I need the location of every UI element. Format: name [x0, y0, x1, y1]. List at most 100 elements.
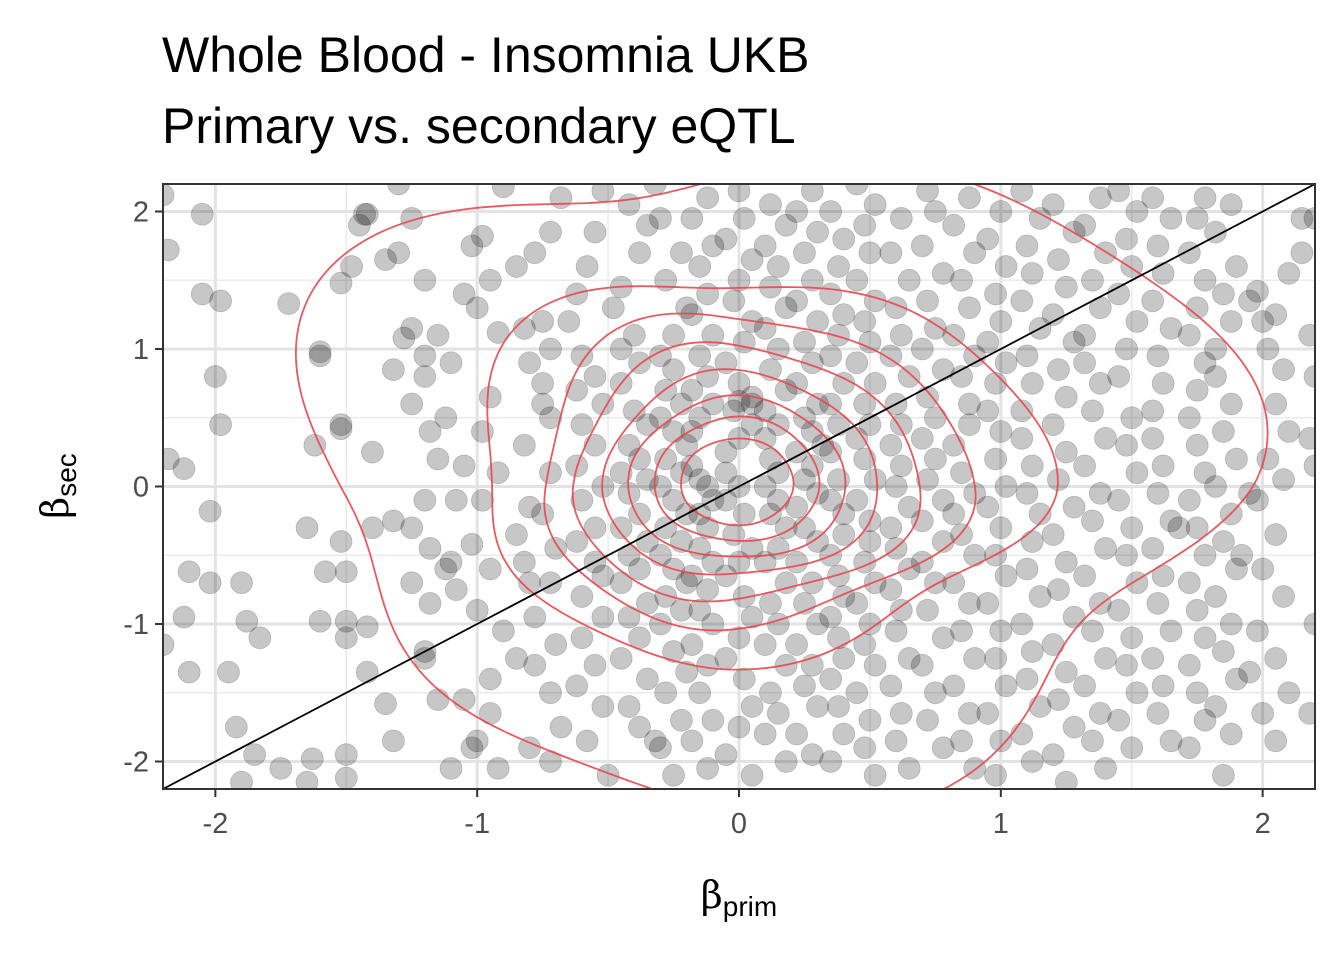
data-point: [897, 756, 921, 780]
data-point: [942, 213, 966, 237]
data-point: [1204, 695, 1227, 718]
data-point: [1054, 660, 1078, 684]
x-tick-label: 2: [1255, 808, 1271, 840]
data-point: [800, 420, 824, 443]
data-point: [1151, 261, 1175, 285]
data-point: [1141, 646, 1165, 670]
data-point: [471, 420, 494, 443]
data-point: [1141, 426, 1165, 450]
data-point: [1141, 186, 1165, 210]
data-point: [994, 564, 1018, 588]
data-point: [950, 365, 973, 388]
data-point: [1107, 282, 1131, 306]
data-point: [217, 660, 240, 684]
data-point: [1115, 653, 1138, 677]
data-point: [753, 316, 777, 340]
data-point: [680, 378, 704, 402]
data-point: [793, 330, 816, 354]
data-point: [628, 502, 651, 526]
data-point: [355, 202, 379, 226]
data-point: [505, 523, 528, 547]
data-point: [806, 530, 829, 553]
data-point: [759, 681, 782, 705]
data-point: [1272, 468, 1295, 492]
data-point: [827, 255, 850, 278]
data-point: [622, 399, 646, 423]
data-point: [1219, 193, 1243, 217]
data-point: [1167, 516, 1191, 540]
x-axis-subscript: prim: [723, 891, 777, 922]
data-point: [688, 598, 712, 622]
data-point: [277, 292, 301, 316]
data-point: [753, 234, 777, 258]
data-point: [696, 516, 719, 540]
data-point: [1211, 282, 1235, 306]
data-point: [1264, 729, 1288, 753]
data-point: [897, 646, 921, 670]
data-point: [1094, 756, 1117, 780]
data-point: [1146, 344, 1170, 368]
data-point: [628, 715, 651, 739]
data-point: [1041, 303, 1065, 327]
data-point: [1141, 536, 1165, 560]
data-point: [1146, 234, 1170, 258]
data-point: [923, 200, 947, 223]
data-point: [387, 241, 411, 265]
data-point: [670, 708, 693, 732]
data-point: [413, 344, 437, 368]
data-point: [334, 766, 358, 789]
data-point: [465, 729, 489, 753]
data-point: [806, 220, 829, 244]
data-point: [591, 564, 615, 588]
data-point: [766, 255, 790, 278]
data-point: [1193, 186, 1217, 210]
data-point: [1010, 722, 1034, 746]
data-point: [1225, 557, 1248, 581]
data-point: [958, 591, 981, 615]
data-point: [523, 653, 547, 677]
data-point: [1272, 585, 1295, 608]
data-point: [916, 708, 939, 732]
data-point: [958, 701, 981, 725]
data-point: [984, 447, 1007, 471]
data-point: [863, 193, 887, 217]
data-point: [1073, 564, 1096, 588]
data-point: [989, 420, 1013, 443]
data-point: [958, 413, 981, 437]
data-point: [478, 667, 502, 691]
data-point: [1211, 640, 1235, 663]
data-point: [727, 715, 751, 739]
data-point: [518, 351, 541, 375]
data-point: [853, 736, 877, 760]
data-point: [819, 440, 843, 464]
data-point: [732, 667, 756, 691]
data-point: [889, 454, 913, 478]
data-point: [452, 454, 476, 478]
data-point: [845, 488, 869, 512]
data-point: [950, 523, 973, 547]
data-point: [1125, 681, 1149, 705]
density-contour-line: [294, 184, 1269, 789]
data-point: [1141, 399, 1165, 423]
data-point: [1047, 248, 1070, 272]
data-point: [478, 557, 502, 581]
data-point: [1062, 605, 1086, 629]
data-point: [1303, 365, 1315, 388]
x-axis-ticks: -2 -1 0 1 2: [202, 789, 1271, 840]
data-point: [1062, 715, 1086, 739]
data-point: [491, 619, 515, 643]
density-contour-line: [653, 415, 821, 542]
data-point: [1256, 337, 1280, 361]
data-point: [696, 578, 719, 602]
data-point: [1264, 523, 1288, 547]
data-point: [845, 426, 869, 450]
data-point: [958, 186, 981, 210]
data-point: [1298, 426, 1315, 450]
data-point: [832, 227, 856, 251]
data-point: [1193, 708, 1217, 732]
data-point: [727, 268, 751, 292]
data-point: [989, 516, 1013, 540]
data-point: [334, 743, 358, 767]
data-point: [766, 701, 790, 725]
data-point: [1193, 268, 1217, 292]
